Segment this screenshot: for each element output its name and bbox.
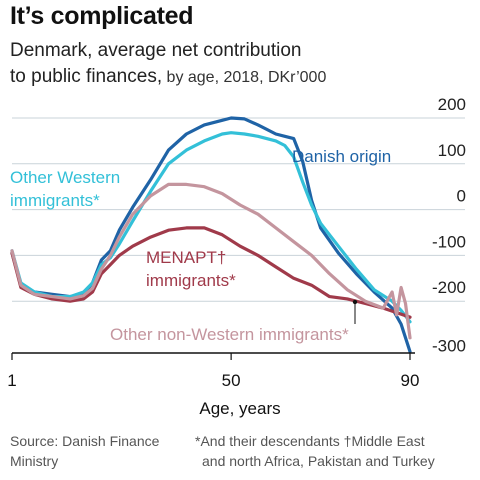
series-annotation: immigrants* bbox=[146, 271, 236, 290]
y-tick-label: 0 bbox=[457, 187, 466, 206]
series-line bbox=[10, 131, 412, 324]
series-annotation: Other non-Western immigrants* bbox=[110, 325, 349, 344]
footnote-line-2: and north Africa, Pakistan and Turkey bbox=[202, 453, 435, 469]
y-tick-label: 100 bbox=[438, 141, 466, 160]
series-line bbox=[10, 182, 412, 340]
subtitle-line-2: to public finances, by age, 2018, DKr’00… bbox=[10, 64, 450, 91]
series-line bbox=[10, 226, 412, 319]
y-tick-label: -100 bbox=[432, 232, 466, 251]
y-tick-label: 200 bbox=[438, 95, 466, 114]
subtitle-detail: by age, 2018, DKr’000 bbox=[162, 69, 327, 86]
x-tick-label: 1 bbox=[7, 371, 16, 390]
x-tick-label: 50 bbox=[222, 371, 241, 390]
x-tick-label: 90 bbox=[401, 371, 420, 390]
x-axis-label: Age, years bbox=[199, 399, 281, 418]
annotation-leader-dot bbox=[352, 299, 358, 305]
source-note: Source: Danish Finance Ministry bbox=[10, 433, 160, 469]
y-tick-label: -200 bbox=[432, 278, 466, 297]
series-annotation: MENAPT† bbox=[146, 248, 226, 267]
subtitle-main: to public finances, bbox=[10, 66, 163, 87]
chart-subtitle: Denmark, average net contribution to pub… bbox=[10, 38, 450, 91]
footnote-line-1: *And their descendants †Middle East bbox=[195, 433, 425, 449]
chart-title: It’s complicated bbox=[10, 2, 194, 30]
series-annotation: Other Western bbox=[10, 168, 120, 187]
subtitle-line-1: Denmark, average net contribution bbox=[10, 40, 302, 61]
y-tick-label: -300 bbox=[432, 336, 466, 355]
series-annotation: Danish origin bbox=[292, 147, 391, 166]
series-annotation: immigrants* bbox=[10, 191, 100, 210]
